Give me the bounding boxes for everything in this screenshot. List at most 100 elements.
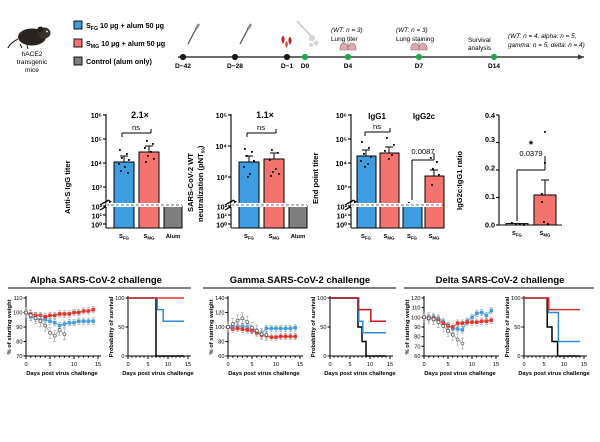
svg-text:15: 15	[297, 362, 303, 368]
mouse-icon	[7, 26, 51, 50]
svg-text:100: 100	[511, 296, 520, 302]
chart-neutralization: SARS-CoV-2 WT neutralization (pNT50) 10⁰…	[183, 104, 315, 254]
svg-text:Alum: Alum	[166, 234, 181, 240]
legend-item-smg: SMG 10 µg + alum 50 µg	[73, 38, 165, 50]
survival-curve-S_MG	[524, 297, 580, 311]
survival-note-line2: analysis	[468, 45, 491, 52]
timeline-label-d0: D0	[301, 63, 310, 70]
chart1-fold-change: 2.1×	[131, 110, 149, 120]
svg-text:5: 5	[348, 362, 351, 368]
chart4-xticks: SFG SMG	[512, 231, 551, 238]
chart1-xticks: SFG SMG Alum	[119, 234, 180, 241]
svg-text:0.3: 0.3	[485, 135, 495, 144]
chart3-group-igg2c: IgG2c	[413, 112, 436, 121]
timeline-label-d1: D−1	[281, 63, 294, 70]
svg-text:10¹: 10¹	[92, 212, 103, 221]
svg-text:10⁴: 10⁴	[215, 142, 227, 151]
legend-control-label: Control (alum only)	[86, 57, 152, 66]
chart4-significance: 0.0379 *	[516, 139, 546, 221]
svg-text:Days post virus challenge: Days post virus challenge	[26, 371, 98, 377]
svg-text:140: 140	[215, 296, 224, 302]
svg-text:5: 5	[446, 362, 449, 368]
timeline-point-d7: D7	[415, 53, 424, 70]
svg-text:0: 0	[226, 362, 229, 368]
svg-text:50: 50	[514, 325, 520, 331]
chart4-pvalue: 0.0379	[519, 149, 542, 158]
svg-text:0.1: 0.1	[485, 192, 495, 201]
svg-text:0: 0	[126, 362, 129, 368]
svg-text:0.0: 0.0	[485, 221, 495, 230]
svg-text:70: 70	[414, 344, 420, 350]
svg-text:10⁰: 10⁰	[336, 221, 347, 230]
timeline-label-d14: D14	[488, 63, 500, 70]
svg-text:% of starting weight: % of starting weight	[209, 299, 215, 354]
panel-title-gamma: Gamma SARS-CoV-2 challenge	[203, 275, 396, 289]
chart2-significance: ns	[246, 123, 277, 137]
legend-smg-rest: 10 µg + alum 50 µg	[99, 39, 165, 48]
chart1-significance: ns	[121, 123, 152, 137]
survival-curve-S_MG	[330, 297, 386, 322]
lung-staining-n: (WT: n = 3)	[396, 27, 428, 34]
legend-item-control: Control (alum only)	[73, 56, 152, 66]
svg-text:Probability of survival: Probability of survival	[311, 296, 317, 357]
svg-text:SMG: SMG	[384, 234, 396, 241]
svg-text:10¹: 10¹	[217, 212, 228, 221]
svg-text:15: 15	[387, 362, 393, 368]
svg-text:Alum: Alum	[291, 234, 306, 240]
svg-text:10⁰: 10⁰	[91, 221, 102, 230]
svg-text:0.4: 0.4	[485, 111, 495, 120]
svg-text:10: 10	[273, 362, 279, 368]
svg-text:% of starting weight: % of starting weight	[7, 299, 13, 354]
svg-text:110: 110	[14, 296, 23, 302]
chart3-significance-igg2c: 0.0087	[411, 147, 435, 200]
timeline-point-d1: D−1	[281, 53, 294, 70]
chart1-ns: ns	[132, 123, 140, 132]
svg-text:10⁵: 10⁵	[336, 135, 347, 144]
svg-text:10: 10	[561, 362, 567, 368]
svg-text:60: 60	[414, 354, 420, 360]
timeline-label-d4: D4	[344, 63, 353, 70]
chart2-datapoints	[243, 148, 280, 178]
animal-label-line-1: hACE2	[22, 51, 43, 58]
panel-title-delta: Delta SARS-CoV-2 challenge	[404, 275, 594, 289]
svg-text:Days post virus challenge: Days post virus challenge	[518, 371, 590, 377]
timeline-label-d7: D7	[415, 63, 424, 70]
svg-text:Alpha SARS-CoV-2 challenge: Alpha SARS-CoV-2 challenge	[30, 275, 162, 286]
chart3-ylabel: End point titer	[311, 152, 320, 204]
svg-text:Probability of survival: Probability of survival	[505, 296, 511, 357]
plot-gamma-survival: 0 50 100 0 5 10 15 Days post virus challenge Pro…	[311, 296, 397, 377]
syringe-icon-2	[239, 23, 253, 45]
svg-text:15: 15	[95, 362, 101, 368]
svg-text:% of starting weight: % of starting weight	[405, 299, 411, 354]
plot-delta-survival: 0 50 100 0 5 10 15 Days post virus challenge Pro…	[505, 296, 591, 377]
chart3-yticks: 10⁰ 10¹ 10² 10³ 10⁴ 10⁵ 10⁶	[335, 111, 347, 230]
svg-text:15: 15	[493, 362, 499, 368]
svg-text:0: 0	[328, 362, 331, 368]
svg-text:SMG: SMG	[144, 234, 156, 241]
animal-label-line-3: mice	[25, 67, 39, 74]
chart3-igg1-ns: ns	[373, 122, 381, 131]
svg-text:5: 5	[146, 362, 149, 368]
svg-text:SFG 10 µg + alum 50 µg: SFG 10 µg + alum 50 µg	[86, 21, 164, 32]
chart2-yticks: 10⁰ 10¹ 10² 10³ 10⁴ 10⁵	[215, 111, 227, 230]
svg-text:50: 50	[320, 325, 326, 331]
svg-text:0: 0	[517, 354, 520, 360]
legend-smg-base: S	[86, 39, 91, 48]
svg-text:100: 100	[13, 311, 22, 317]
svg-text:5: 5	[542, 362, 545, 368]
legend-item-sfg: SFG 10 µg + alum 50 µg	[73, 20, 164, 32]
lung-icon-2	[410, 41, 428, 51]
svg-text:0: 0	[121, 354, 124, 360]
svg-text:SFG: SFG	[407, 234, 418, 241]
svg-text:10⁵: 10⁵	[216, 111, 227, 120]
svg-text:Delta SARS-CoV-2 challenge: Delta SARS-CoV-2 challenge	[436, 275, 565, 286]
svg-text:SFG: SFG	[119, 234, 130, 241]
svg-text:Days post virus challenge: Days post virus challenge	[424, 371, 496, 377]
chart3-igg2c-pval: 0.0087	[411, 147, 434, 156]
svg-text:10³: 10³	[337, 183, 348, 192]
svg-text:SFG: SFG	[512, 231, 523, 238]
svg-text:100: 100	[215, 325, 224, 331]
legend-sfg-base: S	[86, 21, 91, 30]
svg-text:0: 0	[422, 362, 425, 368]
svg-text:80: 80	[414, 335, 420, 341]
